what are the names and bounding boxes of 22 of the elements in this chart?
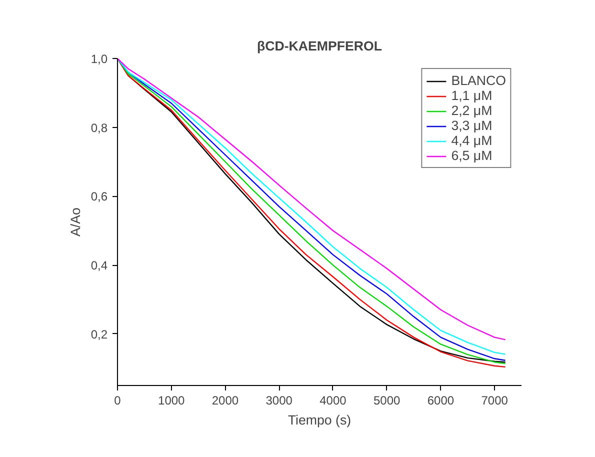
- chart-title: βCD-KAEMPFEROL: [256, 38, 382, 54]
- x-tick-label: 5000: [373, 394, 401, 408]
- y-tick-label: 1,0: [90, 52, 108, 66]
- x-axis-title: Tiempo (s): [288, 412, 352, 428]
- x-tick-label: 3000: [266, 394, 293, 408]
- legend-label: 2,2 μM: [451, 103, 492, 118]
- x-tick-label: 0: [114, 394, 122, 408]
- legend-label: 3,3 μM: [451, 118, 492, 133]
- x-tick-label: 7000: [481, 394, 508, 408]
- x-tick-label: 2000: [212, 394, 239, 408]
- y-tick-label: 0,8: [90, 120, 108, 135]
- legend-label: 4,4 μM: [451, 133, 492, 148]
- y-tick-label: 0,4: [90, 258, 108, 273]
- legend-label: 1,1 μM: [451, 88, 492, 103]
- x-tick-label: 1000: [158, 394, 186, 408]
- x-tick-label: 4000: [320, 394, 347, 408]
- legend-label: 6,5 μM: [451, 148, 492, 163]
- y-tick-label: 0,6: [90, 190, 108, 204]
- legend-label: BLANCO: [451, 73, 506, 88]
- y-tick-label: 0,2: [90, 327, 108, 342]
- x-tick-label: 6000: [427, 394, 454, 408]
- y-axis-title: A/Ao: [68, 208, 83, 236]
